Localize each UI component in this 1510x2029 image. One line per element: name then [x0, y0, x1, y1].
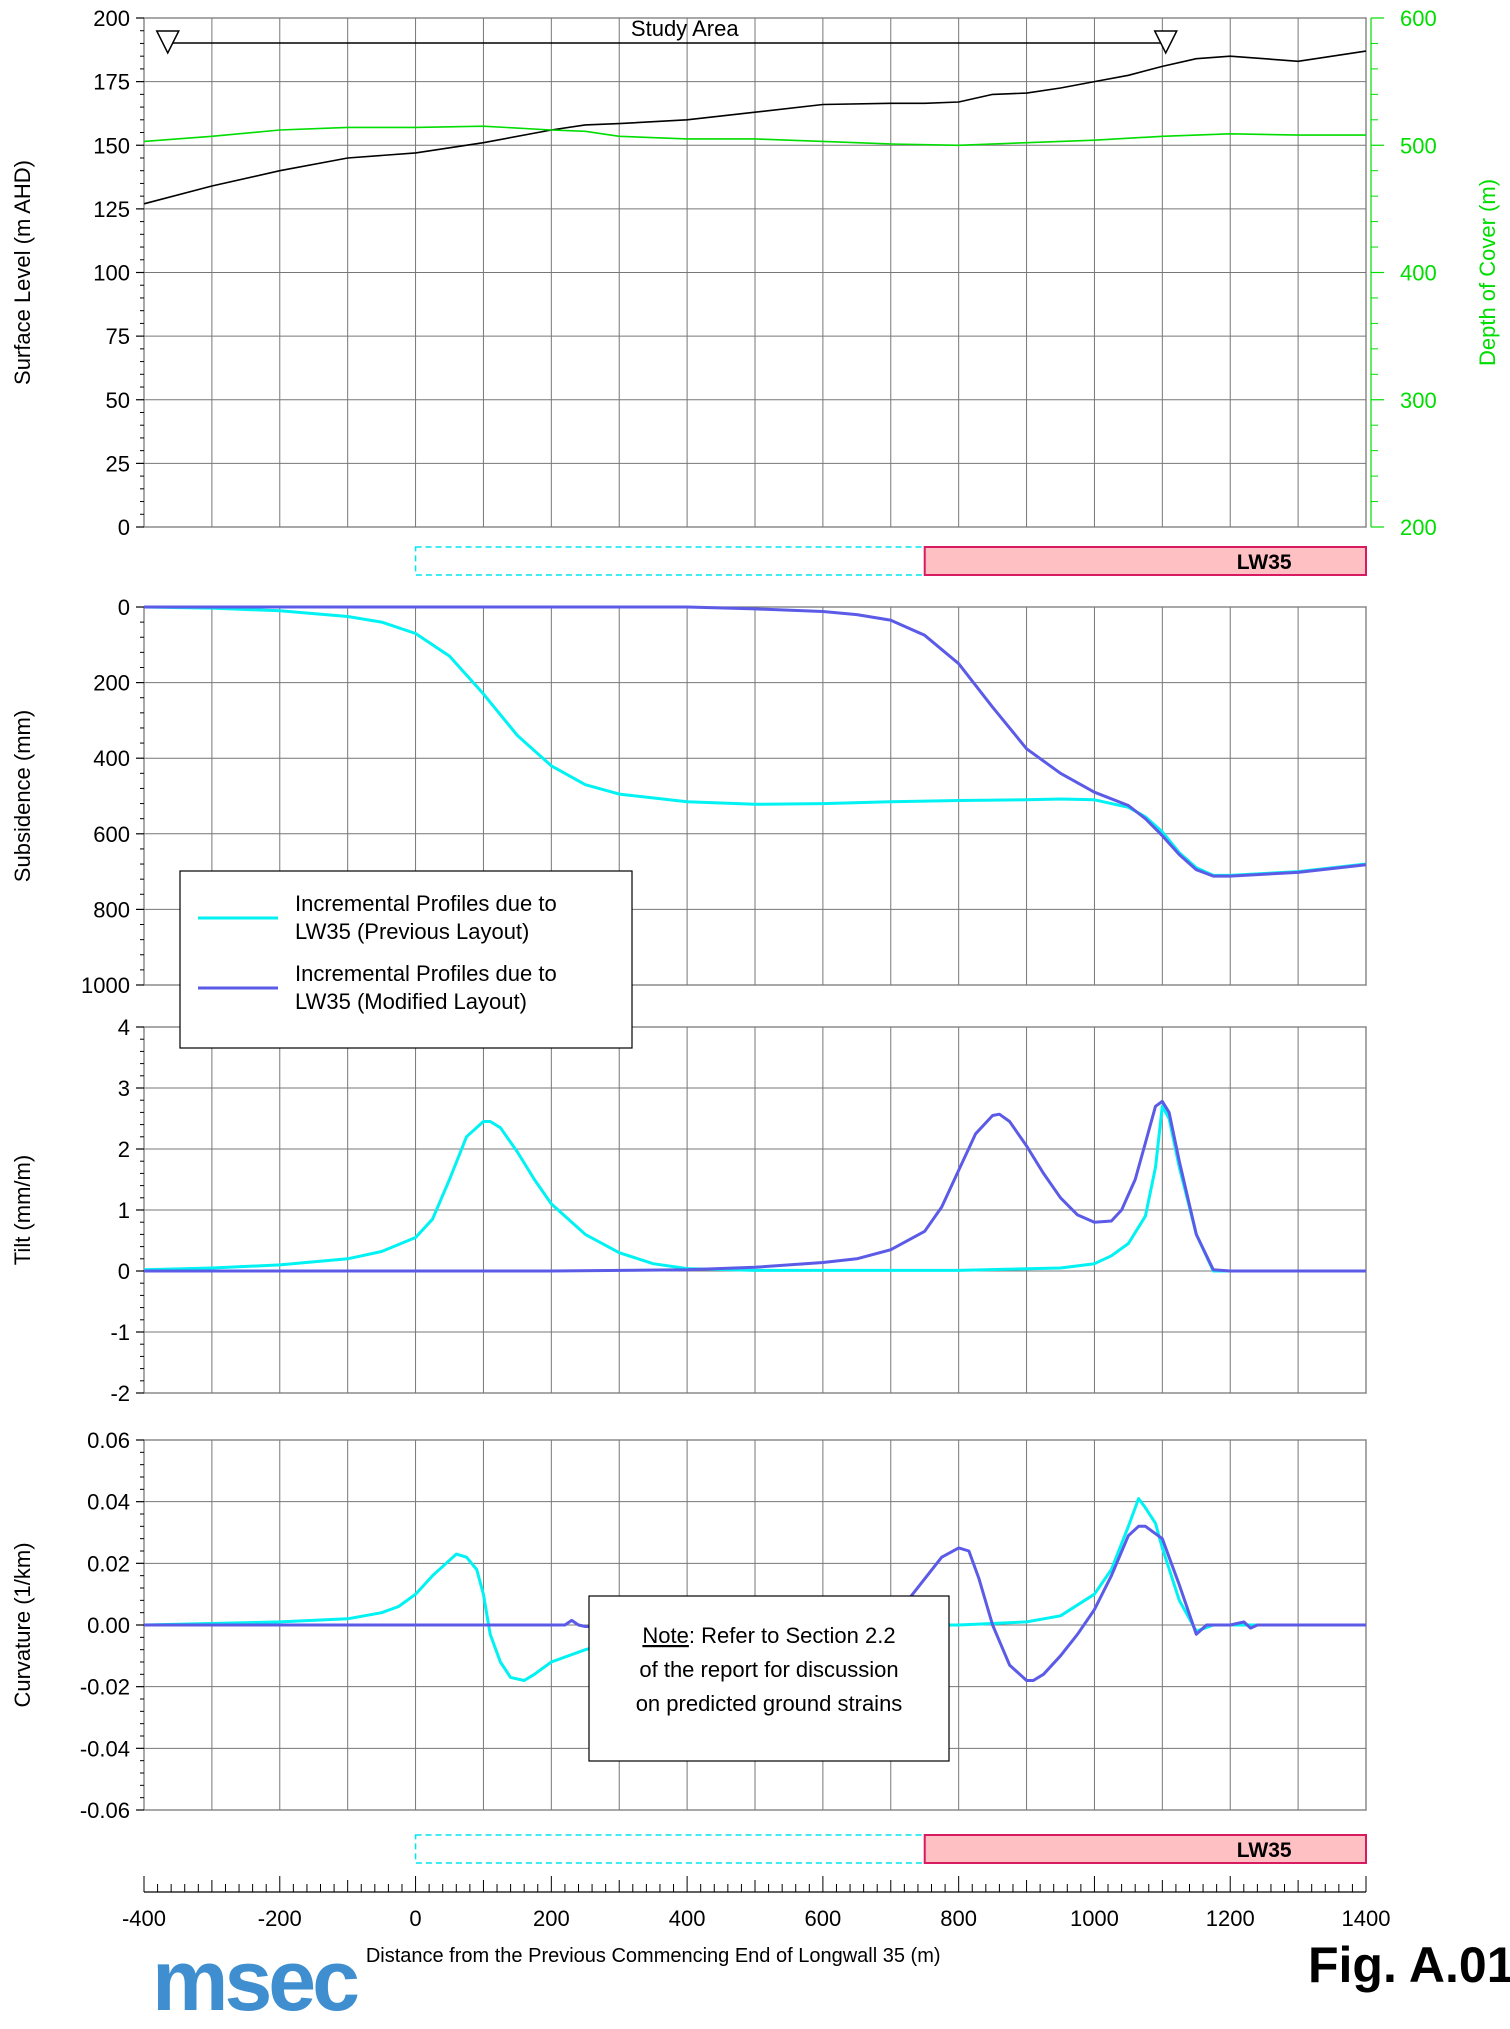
- y-tick-label: 0.02: [87, 1551, 130, 1576]
- lw35-panel: [923, 546, 1367, 576]
- legend-label-2: LW35 (Modified Layout): [295, 989, 527, 1014]
- y-tick-label: 400: [93, 746, 130, 771]
- right-axis-tick-label: 200: [1400, 515, 1437, 540]
- y-tick-label: 25: [106, 451, 130, 476]
- legend-label-1: LW35 (Previous Layout): [295, 919, 529, 944]
- note-heading: Note: [642, 1623, 688, 1648]
- y-tick-label: 200: [93, 6, 130, 31]
- previous-layout-panel-outline: [414, 1834, 926, 1864]
- lw35-label: LW35: [1237, 1839, 1292, 1862]
- y-axis-label: Subsidence (mm): [10, 710, 35, 882]
- series-line-tilt-1: [143, 1104, 1366, 1273]
- x-axis-label: Distance from the Previous Commencing En…: [366, 1945, 941, 1967]
- lw35-panel: [923, 1834, 1367, 1864]
- y-tick-label: -0.02: [80, 1675, 130, 1700]
- y-tick-label: 3: [118, 1076, 130, 1101]
- y-tick-label: -0.04: [80, 1736, 130, 1761]
- right-axis-tick-label: 600: [1400, 6, 1437, 31]
- y-tick-label: 0.00: [87, 1613, 130, 1638]
- series-line-surface-1: [143, 50, 1367, 205]
- y-tick-label: 0: [118, 595, 130, 620]
- y-tick-label: 600: [93, 822, 130, 847]
- y-tick-label: 175: [93, 70, 130, 95]
- y-tick-label: -2: [110, 1381, 130, 1406]
- note-line-3: on predicted ground strains: [636, 1691, 903, 1716]
- note-line-1: Note: Refer to Section 2.2: [642, 1623, 895, 1648]
- y-tick-label: 0: [118, 1259, 130, 1284]
- legend-box: [179, 870, 633, 1049]
- legend-label-2: Incremental Profiles due to: [295, 961, 557, 986]
- y-tick-label: 75: [106, 324, 130, 349]
- legend-label-1: Incremental Profiles due to: [295, 891, 557, 916]
- x-tick-label: 1000: [1070, 1906, 1119, 1931]
- y-tick-label: 125: [93, 197, 130, 222]
- msec-logo: msec: [152, 1933, 360, 2029]
- x-tick-label: 1400: [1342, 1906, 1391, 1931]
- y-tick-label: 0: [118, 515, 130, 540]
- y-tick-label: -1: [110, 1320, 130, 1345]
- y-axis-label: Surface Level (m AHD): [10, 160, 35, 385]
- y-axis-label: Curvature (1/km): [10, 1542, 35, 1707]
- y-tick-label: 2: [118, 1137, 130, 1162]
- y-tick-label: 100: [93, 261, 130, 286]
- x-tick-label: -200: [258, 1906, 302, 1931]
- right-axis-tick-label: 400: [1400, 261, 1437, 286]
- x-tick-label: 0: [409, 1906, 421, 1931]
- y-tick-label: 800: [93, 897, 130, 922]
- y-tick-label: 50: [106, 388, 130, 413]
- figure-label: Fig. A.01: [1308, 1937, 1510, 1993]
- x-tick-label: 1200: [1206, 1906, 1255, 1931]
- y-tick-label: 200: [93, 671, 130, 696]
- y-tick-label: 0.06: [87, 1428, 130, 1453]
- x-tick-label: 800: [940, 1906, 977, 1931]
- lw35-label: LW35: [1237, 551, 1292, 574]
- y-tick-label: 1: [118, 1198, 130, 1223]
- series-line-tilt-2: [144, 1099, 1366, 1273]
- note-line-1-text: : Refer to Section 2.2: [689, 1623, 896, 1648]
- x-tick-label: 200: [533, 1906, 570, 1931]
- right-axis-tick-label: 300: [1400, 388, 1437, 413]
- note-box: [588, 1595, 950, 1762]
- series-line-surface-2: [143, 125, 1366, 147]
- series-line-curvature-1: [143, 1497, 1366, 1682]
- y-tick-label: 150: [93, 133, 130, 158]
- right-axis-tick-label: 500: [1400, 133, 1437, 158]
- study-area-marker-triangle: [1153, 30, 1178, 55]
- x-tick-label: -400: [122, 1906, 166, 1931]
- study-area-label: Study Area: [631, 16, 739, 41]
- y-tick-label: 1000: [81, 973, 130, 998]
- y-tick-label: 0.04: [87, 1490, 130, 1515]
- study-area-marker-triangle: [155, 30, 180, 55]
- y-axis-label: Tilt (mm/m): [10, 1155, 35, 1265]
- series-line-subsidence-2: [144, 605, 1367, 878]
- y-tick-label: -0.06: [80, 1798, 130, 1823]
- x-tick-label: 600: [805, 1906, 842, 1931]
- note-line-2: of the report for discussion: [639, 1657, 898, 1682]
- x-tick-label: 400: [669, 1906, 706, 1931]
- y-tick-label: 4: [118, 1015, 130, 1040]
- right-axis-label: Depth of Cover (m): [1475, 179, 1500, 366]
- previous-layout-panel-outline: [414, 546, 926, 576]
